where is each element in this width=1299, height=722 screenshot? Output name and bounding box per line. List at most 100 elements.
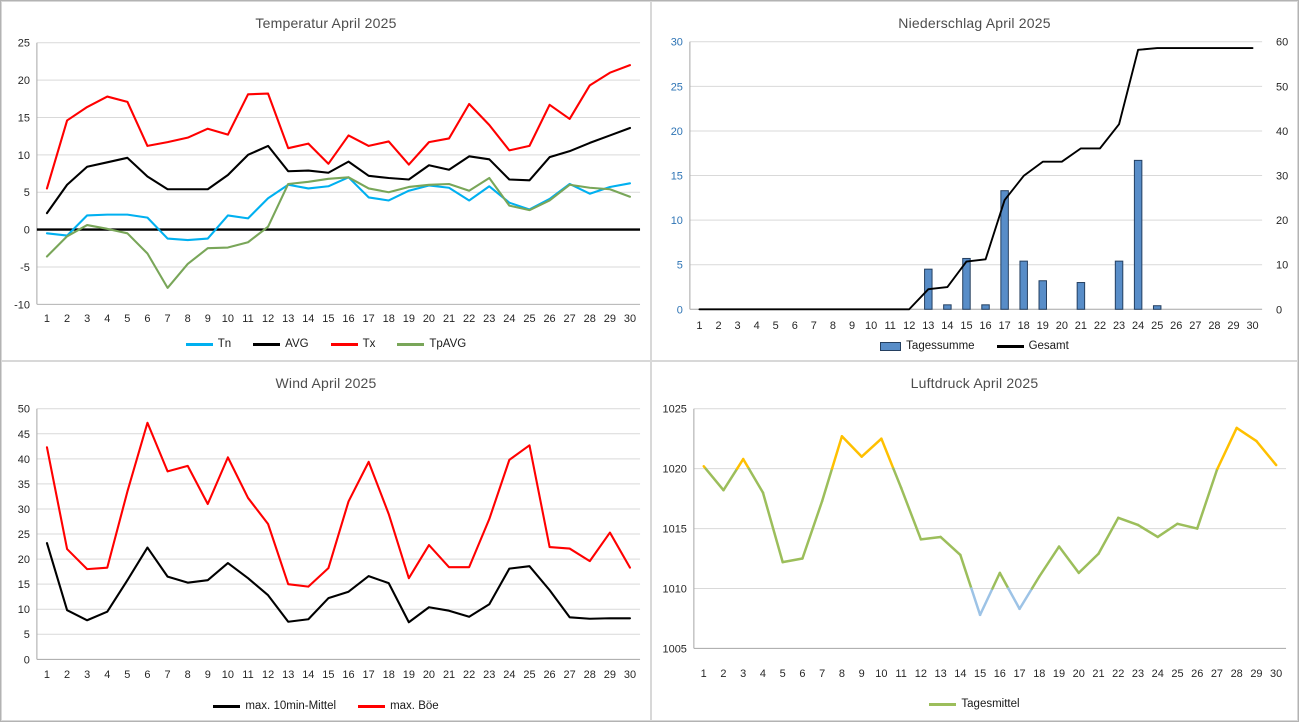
legend-item-max. Böe: max. Böe (358, 699, 439, 713)
x-tick-label: 2 (720, 668, 726, 680)
series-Tagesmittel (1156, 522, 1179, 539)
series-Tagesmittel (1030, 575, 1041, 590)
x-tick-label: 19 (403, 669, 415, 681)
x-tick-label: 1 (696, 320, 702, 332)
x-tick-label: 15 (960, 320, 972, 332)
x-tick-label: 8 (185, 669, 191, 681)
x-tick-label: 9 (859, 668, 865, 680)
y-tick-label: 10 (18, 604, 30, 616)
x-tick-label: 13 (935, 668, 947, 680)
x-tick-label: 1 (44, 313, 50, 325)
y-tick-label: 20 (18, 554, 30, 566)
series-Tagesmittel (781, 557, 804, 564)
x-tick-label: 21 (443, 669, 455, 681)
x-tick-label: 29 (1250, 668, 1262, 680)
x-tick-label: 25 (523, 313, 535, 325)
series-Tagesmittel (840, 435, 863, 458)
temperature-chart-title: Temperatur April 2025 (255, 15, 397, 31)
x-tick-label: 13 (282, 669, 294, 681)
x-tick-label: 20 (423, 313, 435, 325)
legend-label: Gesamt (1028, 340, 1069, 352)
legend-swatch (358, 704, 386, 708)
x-tick-label: 18 (383, 669, 395, 681)
x-tick-label: 22 (463, 669, 475, 681)
x-tick-label: 28 (584, 669, 596, 681)
y-tick-label: 20 (18, 75, 30, 87)
legend-swatch (880, 341, 902, 351)
x-tick-label: 9 (205, 669, 211, 681)
x-tick-label: 5 (780, 668, 786, 680)
temperature-chart-legend: Tn AVG Tx TpAVG (2, 337, 650, 351)
x-tick-label: 12 (903, 320, 915, 332)
x-tick-label: 15 (974, 668, 986, 680)
x-tick-label: 3 (84, 313, 90, 325)
series-Tagesmittel (991, 571, 1002, 590)
x-tick-label: 3 (84, 669, 90, 681)
x-tick-label: 12 (915, 668, 927, 680)
x-tick-label: 29 (604, 669, 616, 681)
x-tick-label: 10 (222, 669, 234, 681)
x-tick-label: 8 (185, 313, 191, 325)
y-tick-label: 1025 (663, 404, 687, 416)
x-tick-label: 14 (941, 320, 953, 332)
y-tick-label: 10 (18, 150, 30, 162)
x-tick-label: 21 (1075, 320, 1087, 332)
y-tick-label: 1020 (663, 464, 687, 476)
x-tick-label: 2 (64, 313, 70, 325)
x-tick-label: 21 (1092, 668, 1104, 680)
y-tick-label: 1015 (663, 524, 687, 536)
x-tick-label: 11 (884, 320, 895, 332)
y-tick-label: -5 (20, 262, 30, 274)
x-tick-label: 11 (242, 669, 253, 681)
legend-label: Tagesmittel (961, 698, 1020, 710)
series-Tagesmittel (1018, 587, 1034, 611)
bar-Tagessumme (943, 304, 952, 310)
series-TpAVG (45, 176, 632, 289)
legend-item-AVG: AVG (253, 337, 309, 351)
x-tick-label: 6 (799, 668, 805, 680)
y-tick-label: 5 (24, 629, 30, 641)
x-tick-label: 19 (1053, 668, 1065, 680)
x-tick-label: 26 (1191, 668, 1203, 680)
series-Tagesmittel (722, 467, 739, 492)
x-tick-label: 10 (875, 668, 887, 680)
y-tick-label: 25 (18, 38, 30, 50)
bar-Tagessumme (1133, 159, 1143, 310)
series-Tagesmittel (741, 457, 751, 470)
series-Tagesmittel (735, 457, 745, 470)
x-tick-label: 24 (503, 669, 515, 681)
series-max. 10min-Mittel (45, 542, 632, 624)
y-tick-label-right: 40 (1276, 126, 1288, 138)
bar-Tagessumme (1000, 190, 1009, 310)
series-Tagesmittel (892, 467, 903, 490)
x-tick-label: 9 (205, 313, 211, 325)
legend-label: Tagessumme (906, 340, 975, 352)
x-tick-label: 28 (1208, 320, 1220, 332)
x-tick-label: 26 (1170, 320, 1182, 332)
legend-label: max. 10min-Mittel (245, 700, 337, 712)
x-tick-label: 22 (1094, 320, 1106, 332)
y-tick-label: 1010 (663, 583, 687, 595)
x-tick-label: 17 (1013, 668, 1025, 680)
series-Gesamt (698, 47, 1254, 311)
legend-swatch (253, 342, 281, 346)
x-tick-label: 13 (922, 320, 934, 332)
x-tick-label: 18 (383, 313, 395, 325)
y-tick-label-right: 0 (1276, 304, 1282, 316)
series-Tagesmittel (1117, 516, 1140, 527)
temperature-panel: -10 -5 0 5 10 15 20 25 1 2 3 4 5 6 7 8 9 10 11 12 13 14 15 16 17… (1, 1, 651, 361)
bar-Tagessumme (1114, 260, 1124, 310)
x-tick-label: 30 (1246, 320, 1258, 332)
x-tick-label: 20 (423, 669, 435, 681)
series-Tagesmittel (978, 587, 994, 617)
x-tick-label: 3 (740, 668, 746, 680)
x-tick-label: 30 (624, 669, 636, 681)
x-tick-label: 6 (792, 320, 798, 332)
x-tick-label: 27 (564, 313, 576, 325)
y-tick-label: 5 (677, 260, 683, 272)
series-max. Böe (45, 421, 632, 588)
x-tick-label: 17 (999, 320, 1011, 332)
